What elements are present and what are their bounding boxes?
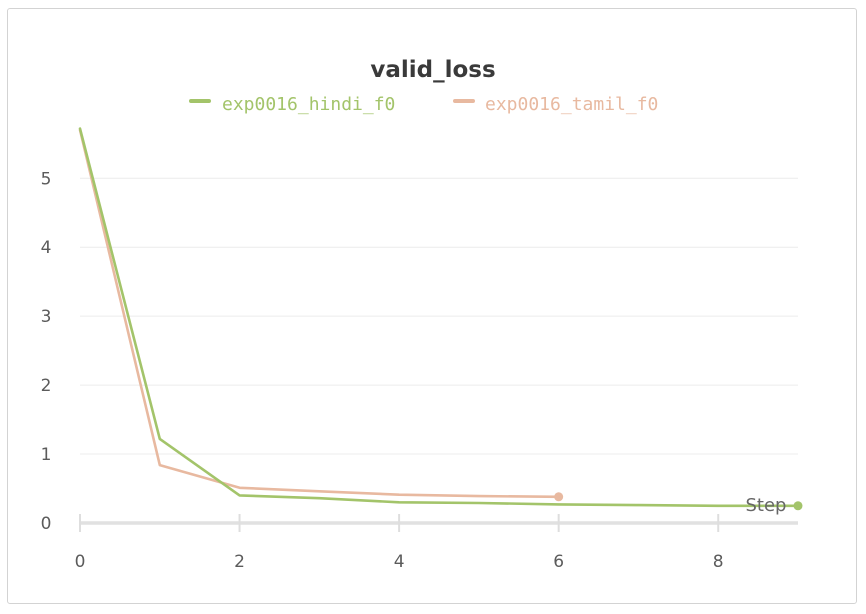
- x-tick-label: 4: [394, 552, 405, 572]
- series-end-point: [793, 501, 803, 511]
- y-tick-label: 2: [41, 376, 52, 396]
- y-tick-label: 5: [41, 169, 52, 189]
- x-tick-label: 8: [713, 552, 724, 572]
- series-layer: [78, 127, 803, 511]
- x-tick-label: 0: [75, 552, 86, 572]
- x-axis-label: Step: [746, 495, 787, 516]
- y-tick-label: 0: [41, 514, 52, 534]
- series-line: [78, 127, 800, 508]
- legend-label: exp0016_hindi_f0: [222, 94, 395, 115]
- legend-label: exp0016_tamil_f0: [485, 94, 658, 115]
- series-line: [78, 128, 561, 499]
- y-tick-label: 4: [41, 238, 52, 258]
- x-tick-label: 6: [553, 552, 564, 572]
- grid: [80, 177, 798, 455]
- legend: exp0016_hindi_f0 exp0016_tamil_f0: [189, 94, 658, 115]
- axes: 0 1 2 3 4 5 0 2 4 6 8: [41, 169, 798, 572]
- y-tick-label: 1: [41, 445, 52, 465]
- chart-title: valid_loss: [370, 57, 495, 83]
- series-end-point: [554, 492, 564, 502]
- y-tick-label: 3: [41, 307, 52, 327]
- x-tick-label: 2: [234, 552, 245, 572]
